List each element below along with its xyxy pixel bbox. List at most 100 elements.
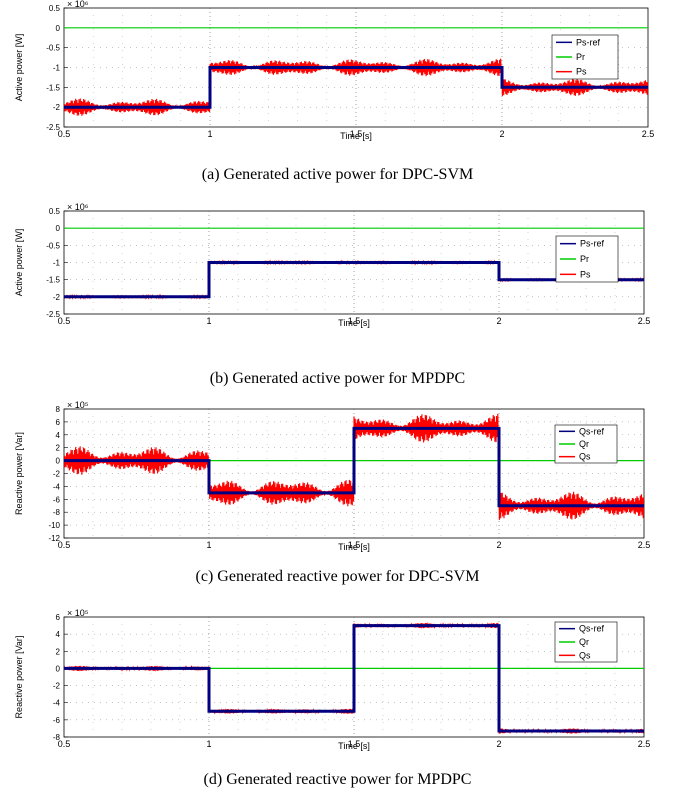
legend-label-Pr: Pr [580,254,589,264]
chart-panel-3: 0.5 1 1.5 2 2.5 6 4 2 0 -2 -4 -6 -8 × 10⁵ Time [s] Reac… [14,608,650,751]
series-Qs-ref-step [207,428,501,506]
y-tick-label: 0 [56,24,61,33]
y-tick-label: -1.5 [46,83,60,92]
x-tick-label: 1 [206,540,211,550]
x-tick-label: 1.5 [348,540,361,550]
x-tick-label: 2 [496,540,501,550]
data-layer [64,27,648,116]
legend-label-Qs-ref: Qs-ref [579,624,605,634]
y-tick-label: -4 [53,482,61,491]
y-tick-label: 8 [56,405,61,414]
chart-panel-2: 0.5 1 1.5 2 2.5 8 6 4 2 0 -2 -4 -6 -8 -10 -12 × 10⁵ Time … [14,400,650,552]
y-tick-label: 0.5 [49,207,61,216]
exponent-label: × 10⁵ [67,400,89,410]
x-tick-label: 0.5 [58,316,71,326]
y-tick-label: 2 [56,647,61,656]
legend-label-Ps-ref: Ps-ref [580,239,605,249]
x-tick-label: 0.5 [58,739,71,749]
y-tick-label: 4 [56,431,61,440]
legend-label-Qr: Qr [579,439,589,449]
x-tick-label: 1.5 [350,129,363,139]
chart-panel-1: 0.5 1 1.5 2 2.5 0.5 0 -0.5 -1 -1.5 -2 -2.5 × 10⁶ Time… [14,202,650,328]
x-tick-label: 2 [496,739,501,749]
y-tick-label: 0 [56,224,61,233]
legend-label-Qs: Qs [579,452,591,462]
y-tick-label: -2.5 [46,123,60,132]
y-tick-label: -2.5 [46,310,60,319]
legend-label-Qr: Qr [579,637,589,647]
x-tick-label: 1 [206,316,211,326]
x-axis-label: Time [s] [338,542,370,552]
data-layer [64,413,644,520]
y-axis-label: Active power [W] [14,34,24,102]
y-tick-label: -0.5 [46,241,60,250]
y-axis-label: Reactive power [Var] [14,432,24,515]
y-tick-label: -1 [53,64,61,73]
data-layer [64,227,644,300]
y-tick-label: -2 [53,682,61,691]
y-tick-label: -2 [53,470,61,479]
y-tick-label: -1.5 [46,276,60,285]
y-tick-label: -12 [48,534,60,543]
x-tick-label: 2.5 [642,129,655,139]
x-tick-label: 1 [207,129,212,139]
y-tick-label: 6 [56,418,61,427]
x-tick-label: 0.5 [58,540,71,550]
legend-label-Qs-ref: Qs-ref [579,426,605,436]
legend-label-Ps-ref: Ps-ref [576,37,601,47]
legend-label-Ps: Ps [580,269,591,279]
exponent-label: × 10⁶ [67,0,89,9]
y-tick-label: 2 [56,444,61,453]
caption-a: (a) Generated active power for DPC-SVM [201,166,474,183]
y-tick-label: 4 [56,630,61,639]
y-tick-label: 0 [56,457,61,466]
legend: Qs-ref Qr Qs [554,424,618,464]
caption-b: (b) Generated active power for MPDPC [209,370,466,387]
y-tick-label: -2 [53,293,61,302]
y-tick-label: 0 [56,664,61,673]
y-tick-label: 0.5 [49,4,61,13]
exponent-label: × 10⁶ [67,202,89,212]
x-tick-label: 2 [499,129,504,139]
x-tick-label: 1.5 [348,316,361,326]
y-tick-label: -2 [53,103,61,112]
x-tick-label: 1.5 [348,739,361,749]
y-axis-label: Active power [W] [14,229,24,297]
exponent-label: × 10⁵ [67,608,89,618]
x-tick-label: 2 [496,316,501,326]
legend-label-Ps: Ps [576,67,587,77]
chart-panel-0: 0.5 1 1.5 2 2.5 0.5 0 -0.5 -1 -1.5 -2 -2.5 × 10⁶ Time… [14,0,654,141]
legend: Ps-ref Pr Ps [551,34,619,80]
y-axis-label: Reactive power [Var] [14,636,24,719]
x-tick-label: 1 [206,739,211,749]
x-tick-label: 2.5 [638,316,651,326]
x-tick-label: 2.5 [638,540,651,550]
caption-d: (d) Generated reactive power for MPDPC [203,771,472,788]
legend: Qs-ref Qr Qs [554,621,618,663]
series-Ps-ref-line [64,66,648,109]
legend: Ps-ref Pr Ps [555,235,619,283]
y-tick-label: -4 [53,699,61,708]
y-tick-label: -6 [53,495,61,504]
y-tick-label: -6 [53,716,61,725]
series-Ps-ref-line [64,261,644,299]
x-tick-label: 0.5 [58,129,71,139]
x-axis-label: Time [s] [338,318,370,328]
legend-label-Pr: Pr [576,52,585,62]
x-tick-label: 2.5 [638,739,651,749]
series-Qs-ref-step [207,625,501,731]
y-tick-label: 6 [56,613,61,622]
y-tick-label: -0.5 [46,44,60,53]
caption-c: (c) Generated reactive power for DPC-SVM [195,568,480,585]
series-Ps-ref-step [208,67,504,108]
series-Ps-ref-step [207,262,501,297]
y-tick-label: -8 [53,733,61,742]
y-tick-label: -1 [53,259,61,268]
y-tick-label: -10 [48,521,60,530]
x-axis-label: Time [s] [338,741,370,751]
legend-label-Qs: Qs [579,650,591,660]
data-layer [64,621,644,735]
y-tick-label: -8 [53,508,61,517]
x-axis-label: Time [s] [340,131,372,141]
